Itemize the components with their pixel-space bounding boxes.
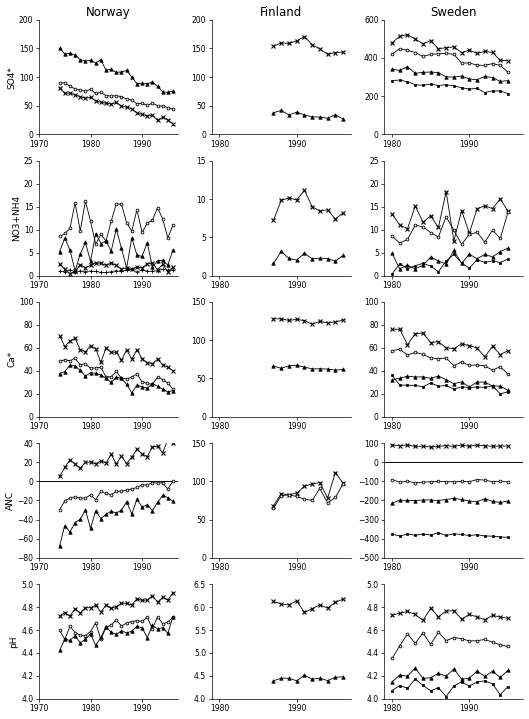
- Y-axis label: SO4*: SO4*: [7, 65, 16, 88]
- Y-axis label: Ca*: Ca*: [7, 351, 16, 367]
- Y-axis label: pH: pH: [10, 636, 19, 648]
- Title: Sweden: Sweden: [431, 6, 477, 19]
- Title: Finland: Finland: [260, 6, 303, 19]
- Y-axis label: NO3+NH4: NO3+NH4: [12, 195, 21, 242]
- Title: Norway: Norway: [86, 6, 131, 19]
- Y-axis label: ANC: ANC: [6, 491, 15, 510]
